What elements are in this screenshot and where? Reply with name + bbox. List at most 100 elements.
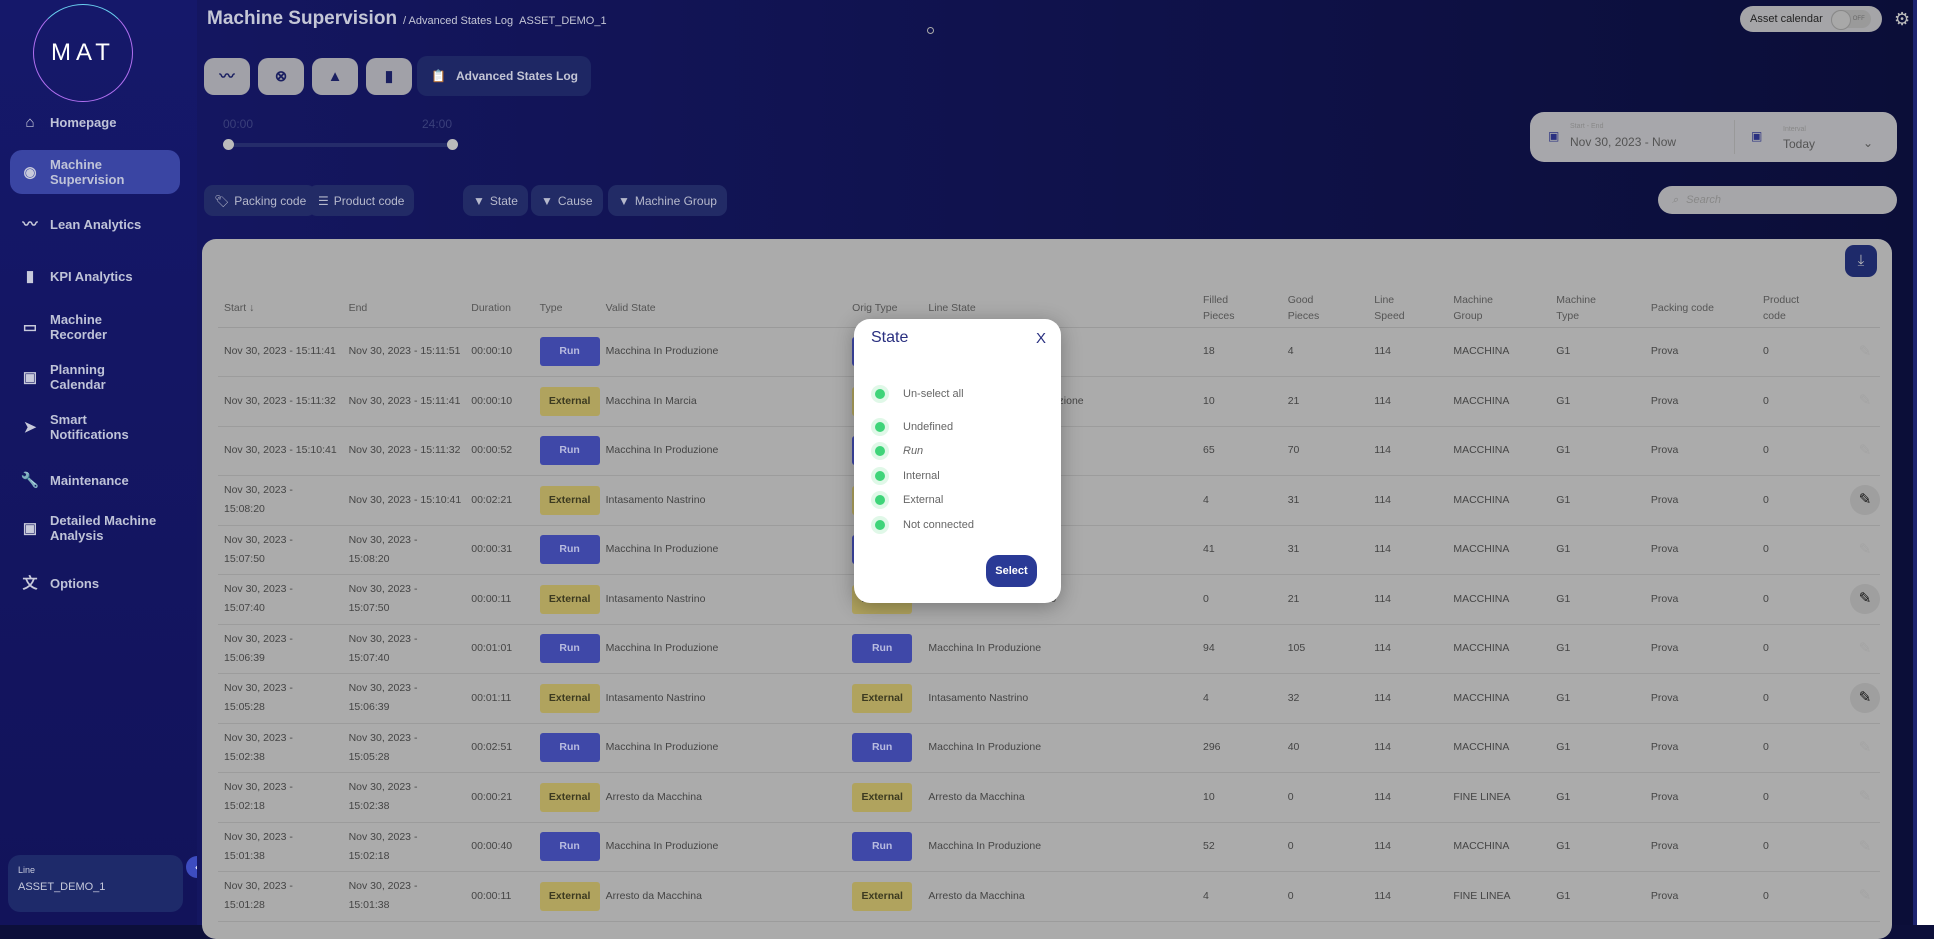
table-row[interactable]: Nov 30, 2023 - 15:02:18 Nov 30, 2023 - 15…	[218, 772, 1880, 823]
advanced-states-log-button[interactable]: 📋 Advanced States Log	[417, 56, 591, 96]
state-option-undefined[interactable]: Undefined	[871, 418, 953, 436]
cell-text: 00:00:31	[471, 543, 513, 556]
check-dot-icon	[871, 418, 889, 436]
table-row[interactable]: Nov 30, 2023 - 15:01:28 Nov 30, 2023 - 15…	[218, 871, 1880, 922]
table-row[interactable]: Nov 30, 2023 - 15:06:39 Nov 30, 2023 - 15…	[218, 624, 1880, 674]
sidebar-item-label: Homepage	[50, 114, 117, 130]
edit-button[interactable]: ✎	[1850, 782, 1880, 812]
table-cell: 00:01:11	[465, 673, 534, 724]
check-dot-icon	[871, 491, 889, 509]
sidebar-item-options[interactable]: 文 Options	[10, 568, 180, 598]
column-header[interactable]: Packing code	[1644, 289, 1758, 328]
table-cell: 4	[1196, 871, 1282, 922]
edit-button[interactable]: ✎	[1850, 337, 1880, 367]
table-cell: Arresto da Macchina	[599, 871, 847, 922]
table-cell: ✎	[1844, 327, 1880, 377]
toggle-switch[interactable]: OFF	[1830, 10, 1871, 30]
table-cell: Macchina In Produzione	[599, 822, 847, 872]
table-cell: Nov 30, 2023 - 15:05:28	[218, 673, 343, 724]
edit-button[interactable]: ✎	[1850, 436, 1880, 466]
table-row[interactable]: Nov 30, 2023 - 15:05:28 Nov 30, 2023 - 15…	[218, 673, 1880, 724]
trend-button[interactable]: 〰	[204, 58, 250, 95]
sidebar-item-maintenance[interactable]: 🔧 Maintenance	[10, 465, 180, 495]
edit-button[interactable]: ✎	[1850, 485, 1880, 516]
sidebar-item-machine-supervision[interactable]: ◉ Machine Supervision	[10, 150, 180, 194]
edit-button[interactable]: ✎	[1850, 386, 1880, 416]
column-header[interactable]: Machine Group	[1447, 289, 1551, 328]
filter-cause[interactable]: ▼ Cause	[531, 185, 603, 216]
gear-icon[interactable]: ⚙	[1894, 9, 1911, 29]
sidebar-item-label: Machine Supervision	[50, 157, 125, 187]
cell-text: Prova	[1650, 444, 1679, 457]
chevron-down-icon[interactable]: ⌄	[1863, 136, 1874, 150]
table-cell: ✎	[1844, 574, 1880, 625]
column-header[interactable]: Line Speed	[1368, 289, 1448, 328]
cell-text: G1	[1556, 691, 1571, 704]
sidebar-item-machine-recorder[interactable]: ▭ Machine Recorder	[10, 312, 180, 342]
state-option-external[interactable]: External	[871, 491, 943, 509]
edit-button[interactable]: ✎	[1850, 683, 1880, 714]
cell-text: Prova	[1650, 889, 1679, 902]
column-header[interactable]: Product code	[1757, 289, 1844, 328]
asset-calendar-toggle[interactable]: Asset calendar OFF	[1740, 6, 1882, 32]
filter-state[interactable]: ▼ State	[463, 185, 528, 216]
select-button[interactable]: Select	[986, 555, 1037, 587]
state-option-internal[interactable]: Internal	[871, 467, 940, 485]
filter-packing-code[interactable]: 🏷 Packing code	[204, 185, 317, 216]
filter-machine-group[interactable]: ▼ Machine Group	[608, 185, 727, 216]
sidebar-item-homepage[interactable]: ⌂ Homepage	[10, 107, 180, 137]
column-header[interactable]: End	[342, 289, 466, 328]
download-button[interactable]: ⤓	[1845, 245, 1877, 277]
close-icon[interactable]: X	[1036, 330, 1047, 347]
cell-text: 114	[1374, 790, 1392, 803]
column-header[interactable]: Valid State	[599, 289, 847, 328]
date-range-picker[interactable]: ▣ Start - End Nov 30, 2023 - Now ▣ Inter…	[1530, 112, 1897, 162]
sidebar-item-kpi-analytics[interactable]: ▮ KPI Analytics	[10, 261, 180, 291]
edit-button[interactable]: ✎	[1850, 535, 1880, 565]
table-cell: 00:01:01	[465, 624, 534, 674]
edit-button[interactable]: ✎	[1850, 634, 1880, 664]
unselect-all-option[interactable]: Un-select all	[871, 385, 964, 403]
state-option-not-connected[interactable]: Not connected	[871, 516, 974, 534]
slider-start-handle[interactable]	[223, 139, 234, 150]
bar-chart-button[interactable]: ▮	[366, 58, 412, 95]
table-cell: G1	[1550, 525, 1645, 575]
table-cell: 114	[1368, 673, 1448, 724]
line-selector[interactable]: Line ASSET_DEMO_1	[8, 855, 183, 912]
column-header[interactable]: Start ↓	[218, 289, 343, 328]
slider-end-handle[interactable]	[447, 139, 458, 150]
edit-button[interactable]: ✎	[1850, 881, 1880, 911]
column-header[interactable]: Duration	[465, 289, 534, 328]
sidebar-item-lean-analytics[interactable]: 〰 Lean Analytics	[10, 209, 180, 239]
column-header[interactable]: Good Pieces	[1281, 289, 1369, 328]
edit-button[interactable]: ✎	[1850, 733, 1880, 763]
cell-text: Nov 30, 2023 - 15:06:39	[224, 632, 293, 664]
column-header[interactable]: Type	[533, 289, 600, 328]
column-header[interactable]: Machine Type	[1550, 289, 1645, 328]
sidebar-item-planning-calendar[interactable]: ▣ Planning Calendar	[10, 362, 180, 392]
cell-text: G1	[1556, 741, 1571, 754]
table-row[interactable]: Nov 30, 2023 - 15:11:32 Nov 30, 2023 - 15…	[218, 376, 1880, 427]
filter-product-code[interactable]: ☰ Product code	[308, 185, 415, 216]
warning-button[interactable]: ▲	[312, 58, 358, 95]
cancel-button[interactable]: ⊗	[258, 58, 304, 95]
time-slider-track[interactable]	[227, 143, 452, 147]
cell-text: Nov 30, 2023 - 15:07:50	[224, 533, 293, 565]
cell-text: 00:00:10	[471, 394, 513, 407]
state-option-run[interactable]: Run	[871, 442, 923, 460]
table-row[interactable]: Nov 30, 2023 - 15:10:41 Nov 30, 2023 - 15…	[218, 426, 1880, 476]
table-row[interactable]: Nov 30, 2023 - 15:01:38 Nov 30, 2023 - 15…	[218, 822, 1880, 872]
table-cell: 00:00:11	[465, 871, 534, 922]
sidebar-item-detailed-machine-analysis[interactable]: ▣ Detailed Machine Analysis	[10, 513, 180, 543]
table-cell: Nov 30, 2023 - 15:01:28	[218, 871, 343, 922]
edit-button[interactable]: ✎	[1850, 832, 1880, 862]
edit-button[interactable]: ✎	[1850, 584, 1880, 615]
sidebar-item-smart-notifications[interactable]: ➤ Smart Notifications	[10, 412, 180, 442]
cell-text: Macchina In Produzione	[605, 345, 719, 358]
table-row[interactable]: Nov 30, 2023 - 15:02:38 Nov 30, 2023 - 15…	[218, 723, 1880, 773]
table-cell: 0	[1757, 822, 1844, 872]
interval-value[interactable]: Today	[1783, 137, 1816, 151]
column-header[interactable]: Filled Pieces	[1196, 289, 1282, 328]
search-input[interactable]: ⌕ Search	[1658, 186, 1897, 214]
state-filter-modal: State X Un-select all Undefined Run Intern…	[854, 319, 1061, 603]
